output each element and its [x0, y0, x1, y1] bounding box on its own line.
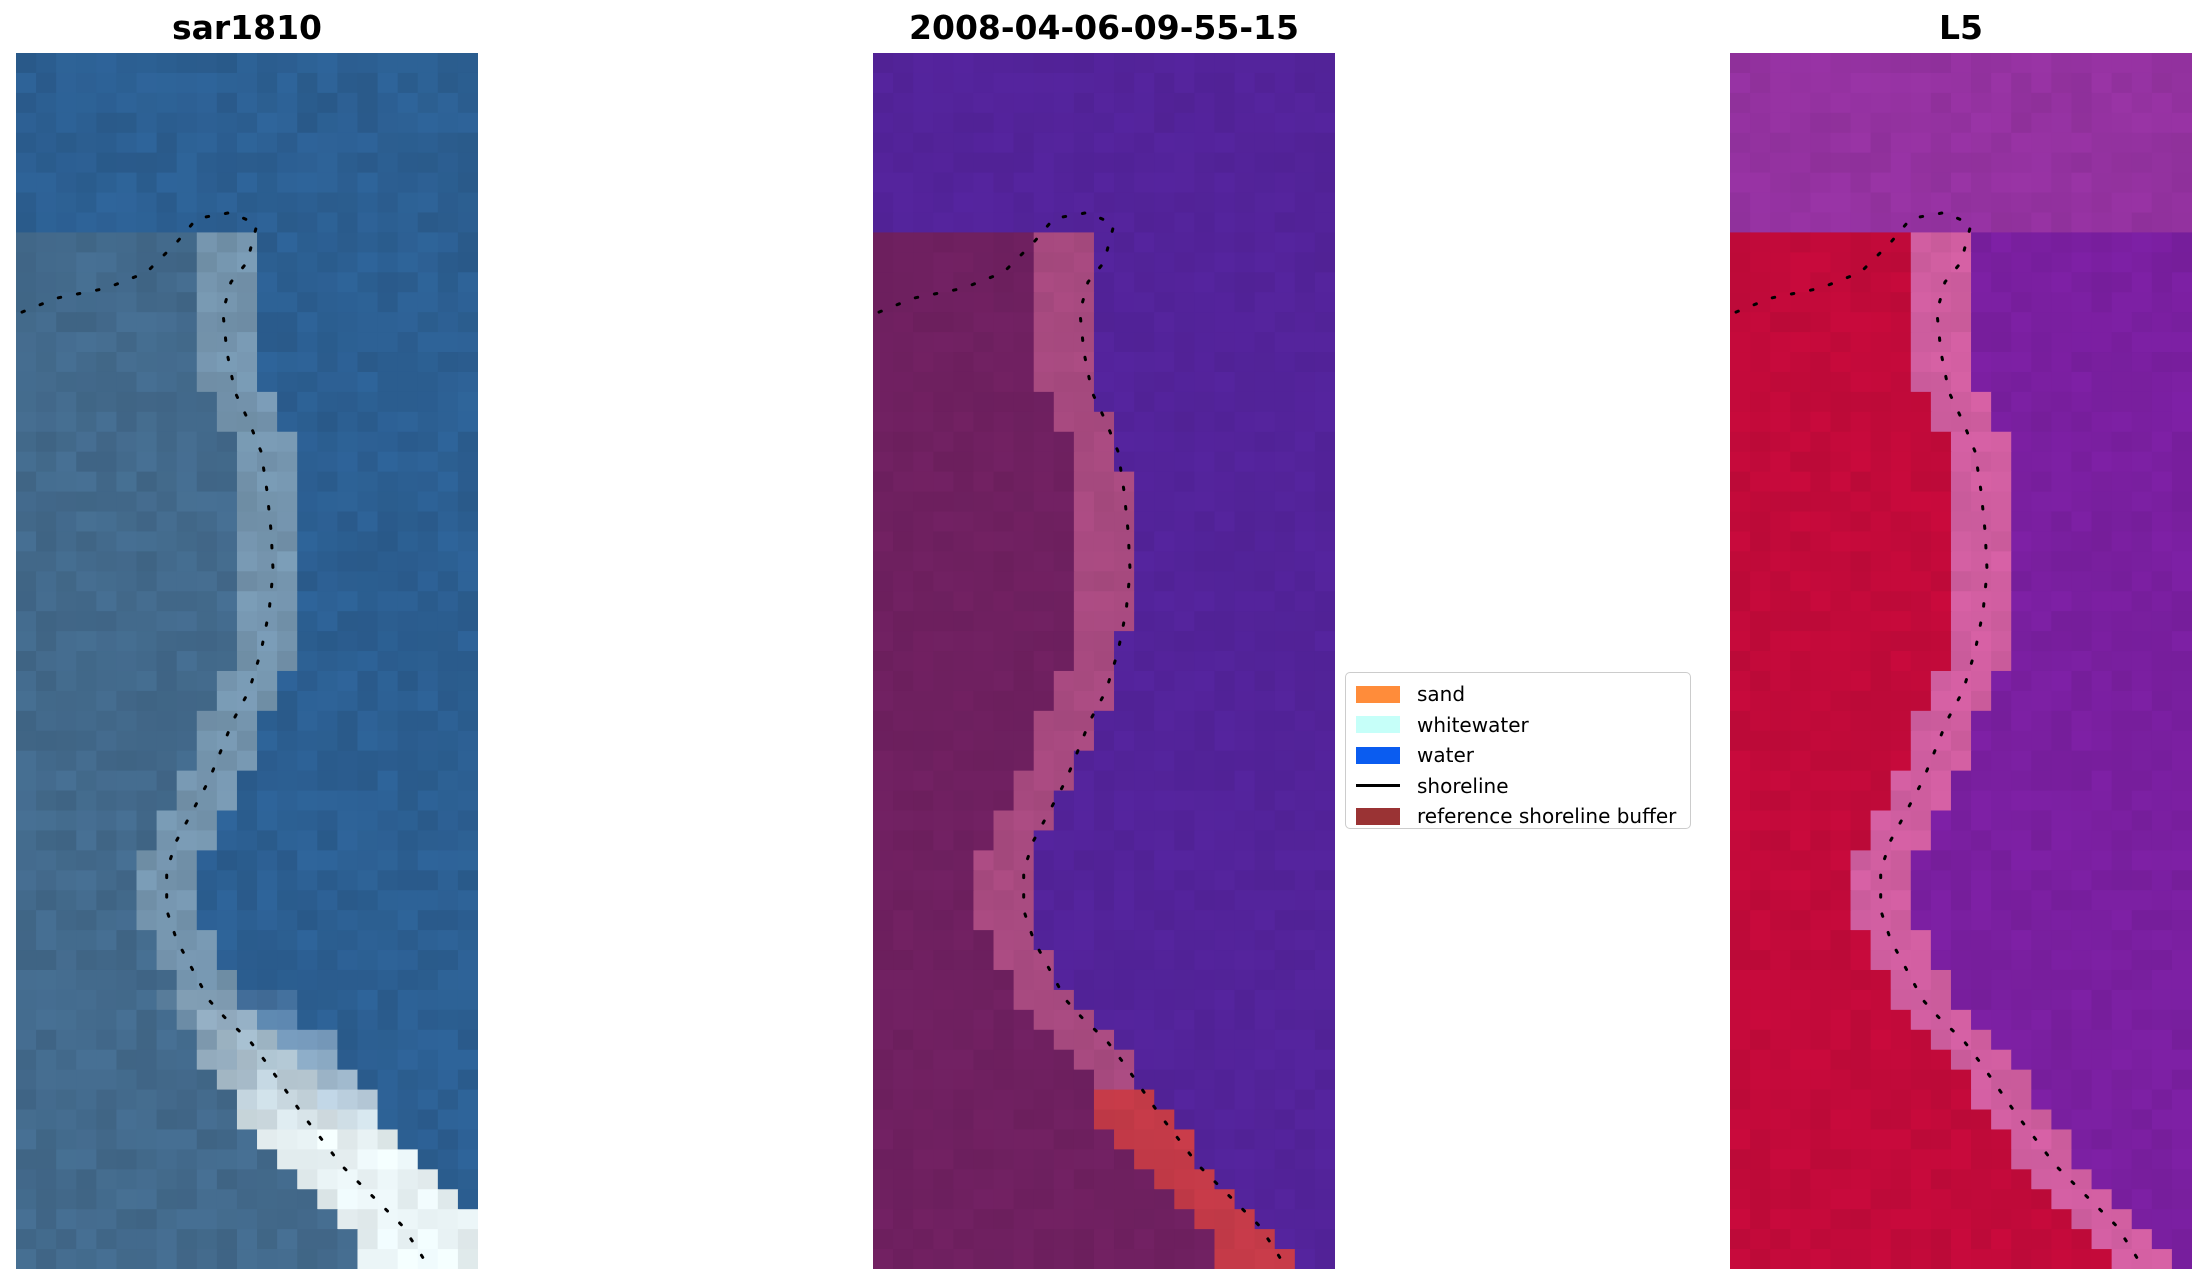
legend-label-reference-buffer: reference shoreline buffer [1417, 804, 1677, 829]
panel-title-rgb: sar1810 [171, 8, 323, 47]
index-pixel-grid [1730, 53, 2192, 1269]
classified-image-panel [873, 53, 1335, 1269]
legend-label-water: water [1417, 743, 1474, 768]
legend-swatch-water [1356, 746, 1400, 764]
legend-item-shoreline: shoreline [1356, 771, 1680, 802]
classified-image [873, 53, 1335, 1269]
legend-item-whitewater: whitewater [1356, 710, 1680, 741]
legend-swatch-reference-buffer [1356, 807, 1400, 825]
index-image [1730, 53, 2192, 1269]
legend-label-sand: sand [1417, 682, 1466, 707]
legend: sand whitewater water shoreline referenc… [1345, 672, 1691, 829]
legend-label-shoreline: shoreline [1417, 773, 1509, 798]
legend-swatch-whitewater [1356, 716, 1400, 734]
rgb-pixel-grid [16, 53, 478, 1269]
index-image-panel [1730, 53, 2192, 1269]
legend-label-whitewater: whitewater [1417, 712, 1529, 737]
legend-item-water: water [1356, 740, 1680, 771]
rgb-image [16, 53, 478, 1269]
legend-item-reference-buffer: reference shoreline buffer [1356, 801, 1680, 832]
legend-swatch-sand [1356, 685, 1400, 703]
legend-line-shoreline [1356, 777, 1400, 794]
panel-title-classified: 2008-04-06-09-55-15 [909, 8, 1299, 47]
classified-pixel-grid [873, 53, 1335, 1269]
rgb-image-panel [16, 53, 478, 1269]
panel-title-index: L5 [1939, 8, 1983, 47]
legend-item-sand: sand [1356, 679, 1680, 710]
